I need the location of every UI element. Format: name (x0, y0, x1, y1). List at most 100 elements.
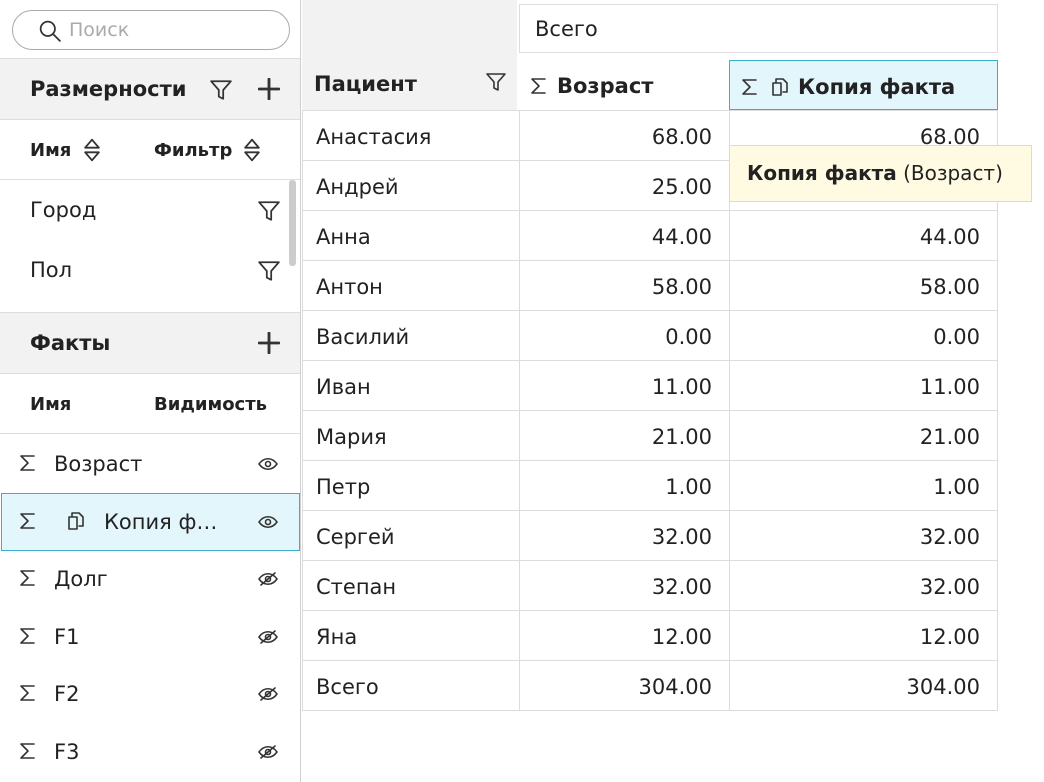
row-line (302, 510, 998, 511)
filter-button[interactable] (210, 79, 232, 101)
row-label: Всего (316, 675, 379, 699)
cell-value: 0.00 (665, 325, 712, 349)
fact-name[interactable]: Возраст (54, 452, 143, 476)
row-line (302, 410, 998, 411)
visibility-toggle[interactable] (258, 687, 278, 701)
sigma-icon (20, 685, 35, 701)
sort-icon[interactable] (84, 138, 100, 162)
copy-icon (772, 78, 788, 96)
row-label: Анна (316, 225, 371, 249)
column-name[interactable]: Имя (30, 394, 72, 415)
fact-name[interactable]: F3 (54, 739, 80, 764)
cell-value: 11.00 (651, 375, 712, 399)
column-header-label: Возраст (557, 74, 654, 98)
facts-header: Факты (0, 312, 300, 374)
visibility-toggle[interactable] (258, 457, 278, 471)
column-header-label: Копия факта (798, 75, 956, 99)
sigma-icon (531, 78, 546, 94)
cell-value: 68.00 (919, 125, 980, 149)
column-header[interactable]: Возраст (519, 60, 729, 110)
dimension-filter[interactable] (258, 200, 280, 222)
fact-name[interactable]: Долг (54, 567, 108, 591)
corner-cell (302, 0, 517, 58)
visibility-toggle[interactable] (258, 744, 278, 759)
cell-value: 11.00 (919, 375, 980, 399)
dimensions-header: Размерности (0, 58, 300, 120)
column-group-label: Всего (535, 17, 598, 41)
column-visibility[interactable]: Видимость (154, 394, 268, 415)
column-line (519, 110, 520, 710)
row-line (302, 110, 998, 111)
row-label: Степан (316, 575, 397, 599)
row-line (302, 610, 998, 611)
scrollbar[interactable] (289, 180, 296, 266)
row-label: Андрей (316, 175, 399, 199)
facts-columns: Имя Видимость (0, 374, 300, 434)
add-dimension-button[interactable] (258, 78, 280, 100)
row-line (302, 160, 998, 161)
column-line (997, 110, 998, 710)
fact-name[interactable]: F1 (54, 624, 80, 649)
cell-value: 21.00 (651, 425, 712, 449)
column-name[interactable]: Имя (30, 140, 72, 161)
fact-name[interactable]: Копия ф… (104, 509, 218, 534)
cell-value: 21.00 (919, 425, 980, 449)
sigma-icon (20, 455, 35, 471)
tooltip-text: Копия факта (Возраст) (747, 163, 1003, 183)
cell-value: 0.00 (933, 325, 980, 349)
visibility-toggle[interactable] (258, 515, 278, 529)
search-box[interactable]: Поиск (12, 10, 290, 50)
row-label: Иван (316, 375, 371, 399)
row-label: Мария (316, 425, 387, 449)
visibility-toggle[interactable] (258, 572, 278, 586)
dimension-filter[interactable] (258, 260, 280, 282)
sigma-icon (742, 79, 757, 95)
row-line (302, 460, 998, 461)
copy-icon (68, 511, 84, 530)
cell-value: 44.00 (651, 225, 712, 249)
dimensions-columns: Имя Фильтр (0, 120, 300, 180)
cell-value: 1.00 (665, 475, 712, 499)
sigma-icon (20, 570, 35, 586)
cell-value: 68.00 (651, 125, 712, 149)
row-line (302, 210, 998, 211)
tooltip-source: (Возраст) (903, 161, 1003, 185)
tooltip: Копия факта (Возраст) (729, 145, 1032, 202)
sigma-icon (20, 627, 35, 644)
dimensions-title: Размерности (30, 77, 187, 101)
row-line (302, 660, 998, 661)
cell-value: 32.00 (919, 575, 980, 599)
cell-value: 12.00 (919, 625, 980, 649)
column-header[interactable]: Копия факта (729, 60, 998, 110)
dimension-name[interactable]: Город (30, 198, 97, 222)
column-line (729, 110, 730, 710)
row-filter-button[interactable] (486, 72, 506, 92)
cell-value: 1.00 (933, 475, 980, 499)
cell-value: 44.00 (919, 225, 980, 249)
left-panel (0, 0, 301, 782)
row-header-cell: Пациент (302, 58, 517, 110)
row-label: Сергей (316, 525, 395, 549)
column-line (302, 110, 303, 710)
add-fact-button[interactable] (258, 332, 280, 354)
tooltip-name: Копия факта (747, 161, 897, 185)
cell-value: 32.00 (651, 525, 712, 549)
cell-value: 32.00 (919, 525, 980, 549)
cell-value: 304.00 (638, 675, 712, 699)
sort-icon[interactable] (244, 138, 260, 162)
sigma-icon (20, 742, 35, 759)
cell-value: 12.00 (651, 625, 712, 649)
column-filter[interactable]: Фильтр (154, 140, 233, 161)
cell-value: 25.00 (651, 175, 712, 199)
dimension-name[interactable]: Пол (30, 258, 73, 282)
visibility-toggle[interactable] (258, 629, 278, 644)
row-line (302, 260, 998, 261)
row-label: Антон (316, 275, 383, 299)
sigma-icon (20, 512, 35, 529)
row-header-label: Пациент (314, 72, 417, 96)
column-group-header: Всего (519, 4, 998, 53)
search-icon (39, 20, 61, 42)
fact-name[interactable]: F2 (54, 682, 80, 706)
cell-value: 304.00 (906, 675, 980, 699)
